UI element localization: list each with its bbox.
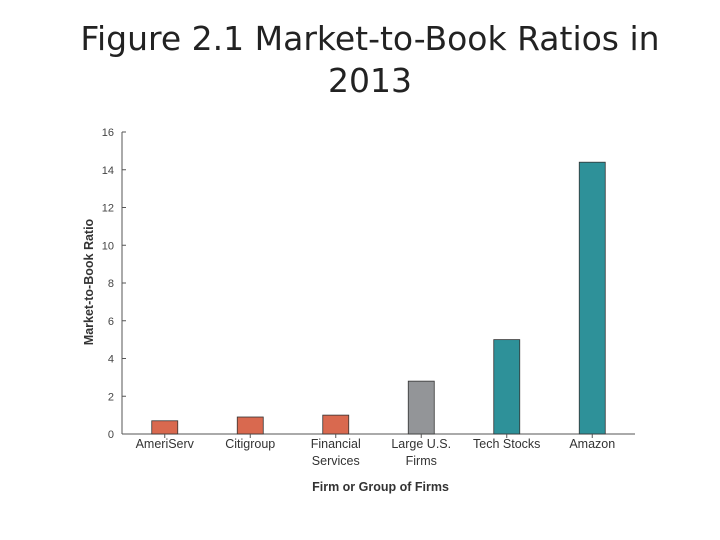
x-tick-label: Financial Services	[311, 437, 361, 468]
x-tick-label-line: Large U.S.	[391, 437, 451, 451]
y-tick-label: 4	[108, 354, 114, 366]
bar	[407, 380, 435, 435]
x-tick-label: Tech Stocks	[473, 437, 540, 451]
bar	[578, 161, 606, 435]
x-tick-label: AmeriServ	[136, 437, 195, 451]
y-axis-title: Market-to-Book Ratio	[82, 218, 96, 345]
y-tick-label: 14	[102, 165, 114, 177]
slide-title-line1: Figure 2.1 Market-to-Book Ratios in	[80, 19, 660, 58]
x-tick-label-line: Citigroup	[225, 437, 275, 451]
slide-title: Figure 2.1 Market-to-Book Ratios in 2013	[40, 18, 700, 102]
bar	[236, 416, 264, 435]
bar	[493, 339, 521, 435]
x-tick-label: Large U.S. Firms	[391, 437, 451, 468]
y-tick-label: 10	[102, 240, 114, 252]
x-tick-label-line: Firms	[406, 454, 437, 468]
x-tick-label-line: Tech Stocks	[473, 437, 540, 451]
y-tick-label: 8	[108, 278, 114, 290]
bar	[151, 420, 179, 435]
y-tick-label: 2	[108, 391, 114, 403]
x-tick-label-line: Financial	[311, 437, 361, 451]
x-axis-title: Firm or Group of Firms	[312, 480, 449, 494]
y-tick-label: 6	[108, 316, 114, 328]
x-tick-label-line: AmeriServ	[136, 437, 195, 451]
x-tick-label-line: Services	[312, 454, 360, 468]
x-tick-label-line: Amazon	[569, 437, 615, 451]
bar	[322, 414, 350, 435]
y-tick-label: 12	[102, 203, 114, 215]
x-tick-label: Amazon	[569, 437, 615, 451]
y-tick-label: 16	[102, 127, 114, 139]
slide-title-line2: 2013	[328, 61, 412, 100]
y-tick-label: 0	[108, 429, 114, 441]
x-tick-label: Citigroup	[225, 437, 275, 451]
